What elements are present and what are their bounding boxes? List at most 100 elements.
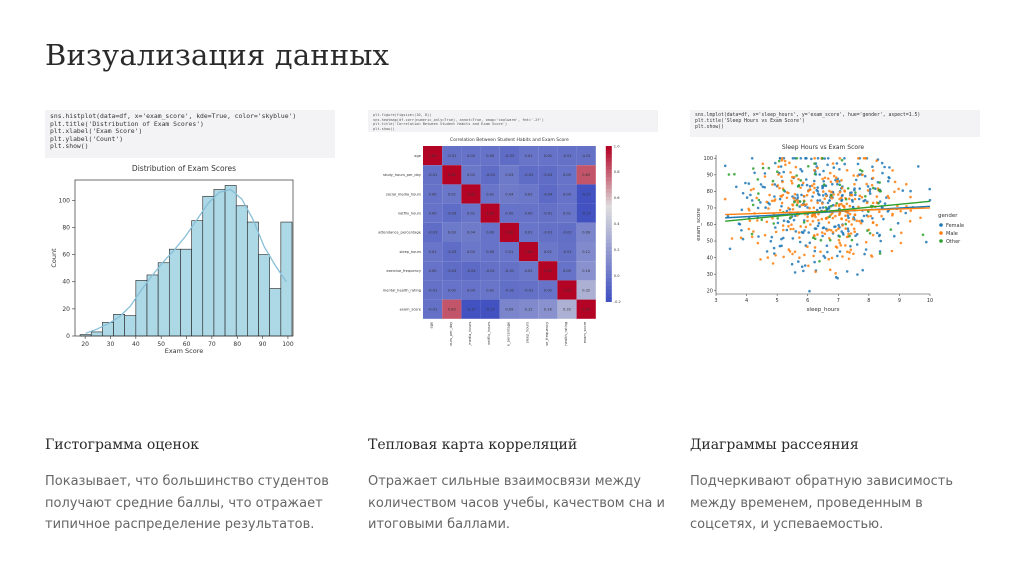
scatter-point <box>847 257 851 261</box>
scatter-point <box>757 198 761 202</box>
scatter-point <box>793 250 797 254</box>
scatter-point <box>917 165 920 168</box>
heatmap-cell <box>423 280 443 300</box>
histogram-bar <box>258 254 270 337</box>
y-tick-label: 80 <box>707 189 713 195</box>
heatmap-cell-value: 0.01 <box>525 154 533 158</box>
heatmap-cell-value: 0.02 <box>467 250 475 254</box>
scatter-point <box>891 212 894 216</box>
scatter-point <box>810 157 813 161</box>
y-tick-label: 80 <box>62 224 70 231</box>
colorbar-segment <box>605 274 612 279</box>
heatmap-cell <box>461 146 481 166</box>
scatter-point <box>811 195 814 198</box>
colorbar-segment <box>605 184 612 190</box>
scatter-point <box>791 204 795 207</box>
scatter-point <box>837 227 840 230</box>
scatter-point <box>759 258 762 261</box>
scatter-point <box>864 248 868 251</box>
scatter-point <box>837 204 841 208</box>
heatmap-row-label: attendance_percentage <box>378 231 422 235</box>
x-tick-label: 20 <box>81 341 89 348</box>
colorbar-segment <box>605 215 612 221</box>
y-tick-label: 50 <box>707 239 713 245</box>
colorbar-segment <box>605 239 612 244</box>
heatmap-cell <box>480 222 500 242</box>
heatmap-cell-value: 0.04 <box>505 192 514 196</box>
heatmap-cell <box>423 165 443 185</box>
heatmap-cell <box>461 299 481 319</box>
heatmap-cell-value: 1.00 <box>448 173 457 177</box>
heatmap-col-label: netflix_hours <box>487 322 491 345</box>
heatmap-cell <box>480 203 500 223</box>
scatter-point <box>791 175 794 179</box>
heatmap-cell <box>442 222 462 242</box>
scatter-point <box>836 182 839 186</box>
scatter-point <box>776 170 779 173</box>
heatmap-cell <box>519 222 539 242</box>
legend-label: Other <box>946 239 961 245</box>
heatmap-cell-value: 0.09 <box>582 231 591 235</box>
scatter-point <box>797 260 800 263</box>
scatter-point <box>823 157 826 160</box>
scatter-point <box>798 200 802 203</box>
scatter-point <box>871 165 874 168</box>
histogram-title: Distribution of Exam Scores <box>132 164 236 173</box>
scatter-point <box>828 268 832 272</box>
x-tick-label: 60 <box>183 341 191 348</box>
scatter-point <box>802 203 806 206</box>
heatmap-cell <box>423 146 443 166</box>
x-tick-label: 10 <box>927 298 933 304</box>
heatmap-cell-value: -0.03 <box>524 173 533 177</box>
scatter-point <box>776 221 780 225</box>
heatmap-cell-value: -0.01 <box>562 250 571 254</box>
scatter-point <box>801 183 804 187</box>
scatter-point <box>820 231 824 234</box>
scatter-point <box>838 168 841 171</box>
heatmap-cell <box>519 203 539 223</box>
scatter-code-block: sns.lmplot(data=df, x='sleep_hours', y='… <box>690 110 980 137</box>
heatmap-cell-value: 0.00 <box>486 154 495 158</box>
scatter-point <box>829 180 833 184</box>
scatter-point <box>858 187 861 190</box>
scatter-point <box>865 182 868 186</box>
scatter-point <box>861 268 864 272</box>
scatter-point <box>866 185 870 188</box>
scatter-point <box>815 208 819 212</box>
heatmap-cell <box>538 165 558 185</box>
scatter-point <box>871 217 874 220</box>
scatter-x-label: sleep_hours <box>807 307 840 313</box>
scatter-point <box>849 244 852 248</box>
colorbar-segment <box>605 219 612 225</box>
scatter-point <box>860 169 864 173</box>
scatter-point <box>814 227 818 230</box>
colorbar-segment <box>605 200 612 205</box>
colorbar-segment <box>605 169 612 174</box>
scatter-point <box>858 194 862 198</box>
heatmap-cell <box>423 203 443 223</box>
scatter-point <box>813 172 817 176</box>
scatter-point <box>798 256 801 259</box>
scatter-point <box>831 231 835 234</box>
scatter-point <box>798 240 802 244</box>
heatmap-cell <box>519 299 539 319</box>
scatter-point <box>835 162 839 165</box>
scatter-point <box>847 220 851 223</box>
scatter-point <box>774 230 778 234</box>
scatter-point <box>801 181 805 185</box>
heatmap-cell-value: 0.01 <box>486 288 494 292</box>
heatmap-cell <box>499 261 519 281</box>
scatter-point <box>805 178 808 181</box>
scatter-point <box>751 203 755 207</box>
scatter-point <box>737 222 741 225</box>
scatter-point <box>822 169 825 173</box>
scatter-point <box>856 273 859 276</box>
scatter-point <box>827 177 830 180</box>
heatmap-cell-value: 0.03 <box>448 231 456 235</box>
colorbar-segment <box>605 278 612 283</box>
colorbar-segment <box>605 227 612 233</box>
heatmap-cell-value: 1.00 <box>544 269 553 273</box>
scatter-point <box>817 219 820 222</box>
scatter-point <box>828 199 831 202</box>
scatter-point <box>878 252 882 255</box>
